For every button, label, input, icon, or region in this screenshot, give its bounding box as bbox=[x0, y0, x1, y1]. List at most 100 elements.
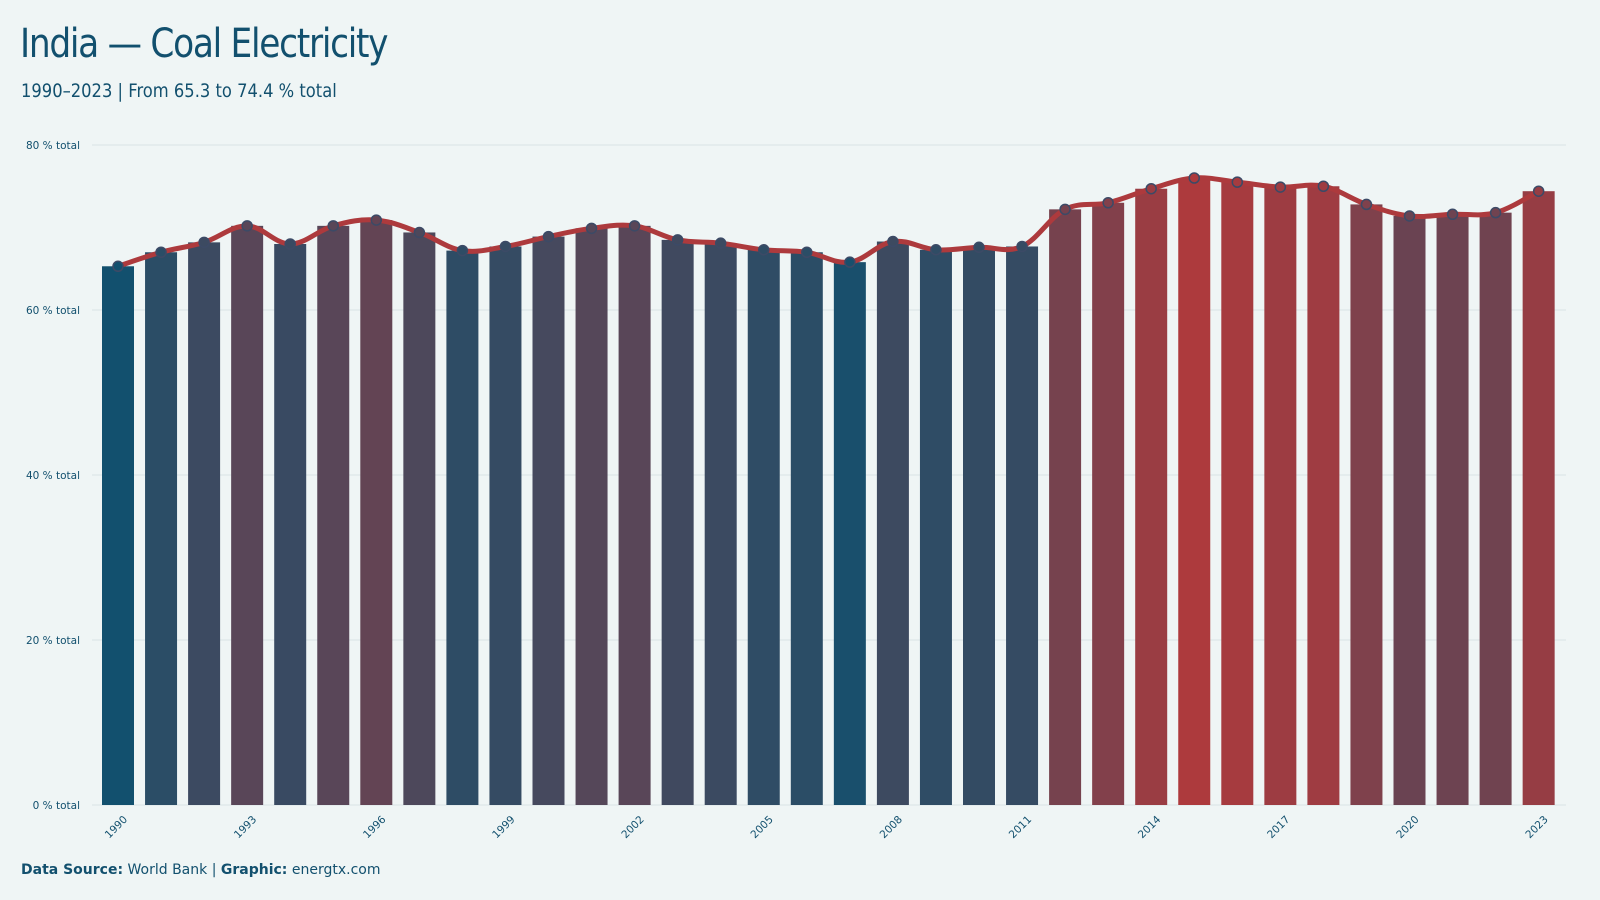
bar bbox=[661, 239, 694, 805]
x-tick-label: 2008 bbox=[878, 814, 905, 841]
bar bbox=[317, 225, 350, 806]
x-tick-label: 2023 bbox=[1523, 814, 1550, 841]
data-point bbox=[542, 230, 555, 243]
bar bbox=[575, 228, 608, 805]
graphic-label: Graphic: bbox=[220, 862, 288, 878]
bar bbox=[231, 225, 264, 806]
bar bbox=[919, 249, 952, 805]
bar bbox=[489, 246, 522, 806]
data-point bbox=[1274, 181, 1287, 193]
data-point bbox=[198, 236, 210, 249]
data-point bbox=[930, 244, 942, 256]
data-point bbox=[1231, 176, 1244, 188]
chart-title: India — Coal Electricity bbox=[20, 21, 389, 67]
bar bbox=[876, 241, 909, 805]
bar bbox=[403, 232, 436, 805]
bar bbox=[747, 249, 780, 805]
bar bbox=[1221, 182, 1254, 805]
data-point bbox=[628, 220, 641, 232]
y-tick-label: 20 % total bbox=[26, 635, 80, 647]
bar bbox=[1049, 209, 1082, 806]
chart-footer: Data Source: World Bank | Graphic: energ… bbox=[21, 862, 380, 878]
bar bbox=[532, 236, 565, 805]
bar bbox=[360, 220, 393, 805]
y-tick-label: 80 % total bbox=[26, 140, 80, 152]
data-point bbox=[112, 260, 124, 273]
data-point bbox=[499, 240, 512, 253]
x-tick-label: 1996 bbox=[361, 813, 389, 841]
bar bbox=[145, 252, 178, 805]
bar bbox=[1092, 202, 1125, 805]
data-point bbox=[887, 235, 899, 248]
data-point bbox=[714, 237, 727, 249]
trend-line-path bbox=[115, 175, 1542, 269]
x-tick-label: 2014 bbox=[1136, 813, 1164, 841]
data-point bbox=[1016, 240, 1028, 253]
data-point bbox=[973, 241, 985, 254]
data-point bbox=[758, 244, 770, 256]
bars bbox=[102, 178, 1555, 806]
gridlines bbox=[92, 144, 1566, 806]
data-point bbox=[284, 238, 296, 250]
x-tick-label: 1990 bbox=[103, 814, 130, 841]
data-point bbox=[155, 246, 167, 258]
footer-separator: | bbox=[211, 862, 217, 878]
bar bbox=[188, 242, 221, 806]
x-tick-label: 1999 bbox=[490, 814, 517, 841]
data-point bbox=[327, 220, 339, 232]
bar bbox=[1393, 215, 1426, 805]
data-point bbox=[1360, 198, 1373, 211]
bar bbox=[274, 244, 307, 805]
y-tick-label: 60 % total bbox=[26, 305, 80, 317]
source-value: World Bank bbox=[127, 862, 208, 878]
bar bbox=[1006, 246, 1039, 806]
trend-line bbox=[115, 175, 1542, 269]
bar bbox=[790, 252, 823, 805]
bar bbox=[1479, 212, 1512, 805]
bar bbox=[1522, 191, 1555, 805]
graphic-value: energtx.com bbox=[291, 862, 381, 878]
data-point bbox=[585, 222, 598, 235]
bar bbox=[446, 250, 479, 806]
x-tick-label: 2002 bbox=[619, 814, 646, 841]
data-point bbox=[1532, 185, 1545, 197]
x-tick-label: 2005 bbox=[748, 814, 775, 841]
bar bbox=[1264, 187, 1297, 805]
data-point bbox=[801, 246, 813, 258]
bar bbox=[1307, 186, 1340, 805]
data-point bbox=[1145, 182, 1157, 195]
bar bbox=[618, 225, 651, 806]
bar bbox=[1350, 204, 1383, 805]
data-point bbox=[413, 226, 426, 239]
bar bbox=[1178, 178, 1211, 805]
data-point bbox=[1317, 180, 1330, 192]
data-point bbox=[1059, 203, 1071, 216]
data-point bbox=[1446, 208, 1459, 221]
x-tick-label: 1993 bbox=[232, 814, 259, 841]
data-point bbox=[1188, 172, 1200, 184]
y-axis-ticks: 0 % total 20 % total 40 % total 60 % total 8… bbox=[26, 140, 80, 812]
bar bbox=[963, 247, 995, 806]
data-point bbox=[1489, 206, 1502, 219]
chart-subtitle: 1990–2023 | From 65.3 to 74.4 % total bbox=[21, 80, 337, 102]
data-point bbox=[1403, 210, 1416, 222]
data-point bbox=[671, 234, 684, 246]
y-tick-label: 40 % total bbox=[26, 470, 80, 482]
bar bbox=[1436, 214, 1469, 806]
bar bbox=[704, 243, 737, 806]
data-points bbox=[112, 172, 1545, 273]
x-tick-label: 2017 bbox=[1265, 814, 1292, 841]
data-point bbox=[1102, 197, 1114, 209]
data-point bbox=[241, 220, 253, 232]
source-label: Data Source: bbox=[21, 862, 124, 878]
x-axis-ticks: 1990 1993 1996 1999 2002 2005 2008 2011 2014 2017… bbox=[103, 813, 1551, 841]
data-point bbox=[844, 256, 856, 268]
bar bbox=[1135, 188, 1168, 806]
data-point bbox=[370, 214, 383, 226]
bar bbox=[102, 266, 134, 805]
bar bbox=[833, 262, 866, 805]
x-tick-label: 2011 bbox=[1007, 814, 1034, 841]
data-point bbox=[456, 244, 469, 257]
y-tick-label: 0 % total bbox=[33, 800, 80, 812]
